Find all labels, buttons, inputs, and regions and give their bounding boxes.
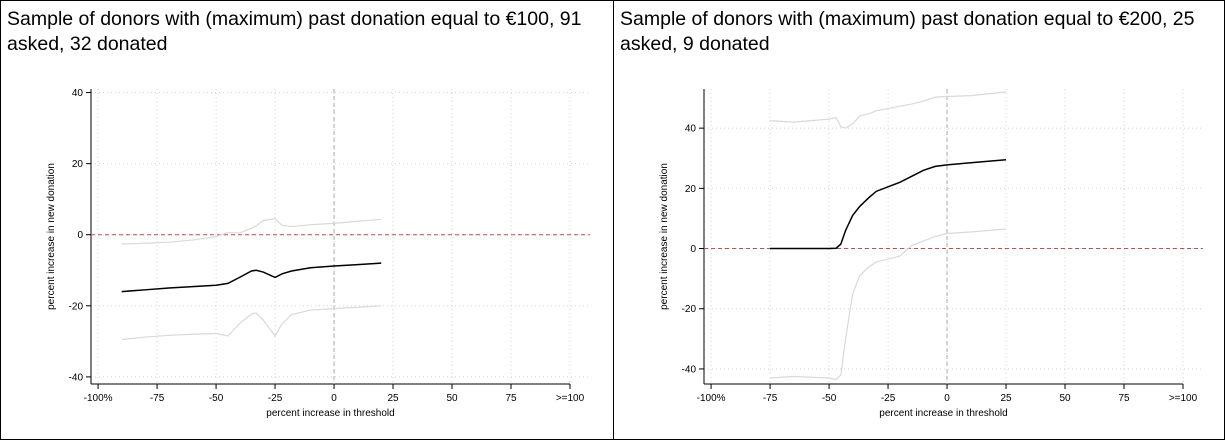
chart: -100% -75 -50 -25 0 25 50 75 >=100 -40 -20 0 20 40 per… xyxy=(659,89,1203,419)
y-tick-label: -20 xyxy=(682,304,697,315)
chart-title: Sample of donors with (maximum) past don… xyxy=(7,8,582,55)
x-tick-label: 0 xyxy=(331,393,337,404)
y-tick-label: 20 xyxy=(72,159,84,170)
x-tick-label: 25 xyxy=(1000,393,1012,404)
x-tick-label: 0 xyxy=(944,393,950,404)
x-tick-label: -25 xyxy=(268,393,283,404)
panel: Sample of donors with (maximum) past don… xyxy=(0,0,614,440)
y-axis-label: percent increase in new donation xyxy=(46,163,57,310)
x-tick-label: -50 xyxy=(209,393,224,404)
panel: Sample of donors with (maximum) past don… xyxy=(613,0,1225,440)
y-tick-label: 40 xyxy=(72,88,84,99)
x-tick-label: -75 xyxy=(150,393,165,404)
y-tick-label: 40 xyxy=(685,124,697,135)
chart-title: Sample of donors with (maximum) past don… xyxy=(620,8,1195,55)
y-tick-label: -20 xyxy=(69,301,84,312)
y-tick-label: 0 xyxy=(77,230,83,241)
x-tick-label: 25 xyxy=(387,393,399,404)
line xyxy=(121,305,382,341)
x-tick-label: -25 xyxy=(881,393,896,404)
x-tick-label: 75 xyxy=(1118,393,1130,404)
x-tick-label: 50 xyxy=(1059,393,1071,404)
x-axis-label: percent increase in threshold xyxy=(879,408,1007,419)
y-tick-label: -40 xyxy=(69,372,84,383)
line xyxy=(770,228,1007,381)
x-tick-label: -75 xyxy=(763,393,778,404)
y-tick-label: -40 xyxy=(682,364,697,375)
chart: -100% -75 -50 -25 0 25 50 75 >=100 -40 -20 0 20 40 per… xyxy=(46,88,590,419)
line xyxy=(770,158,1007,250)
x-axis-label: percent increase in threshold xyxy=(266,408,394,419)
y-tick-label: 0 xyxy=(690,244,696,255)
x-tick-label: >=100 xyxy=(1169,393,1198,404)
x-tick-label: >=100 xyxy=(556,393,585,404)
y-tick-label: 20 xyxy=(685,184,697,195)
x-tick-label: 50 xyxy=(446,393,458,404)
line xyxy=(121,218,382,245)
x-tick-label: -50 xyxy=(822,393,837,404)
line xyxy=(121,262,382,293)
line xyxy=(770,91,1007,129)
y-axis-label: percent increase in new donation xyxy=(659,163,670,310)
x-tick-label: -100% xyxy=(84,393,113,404)
x-tick-label: -100% xyxy=(697,393,726,404)
x-tick-label: 75 xyxy=(505,393,517,404)
